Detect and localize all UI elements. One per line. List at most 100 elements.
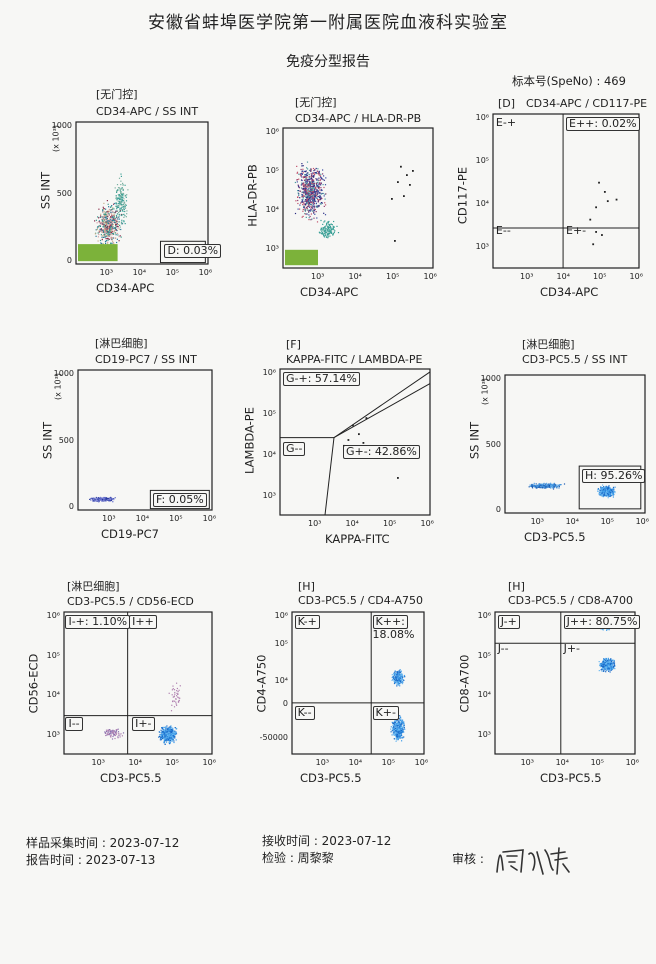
event-dot <box>106 227 108 229</box>
event-dot <box>306 167 308 169</box>
event-dot <box>122 189 124 191</box>
event-dot <box>117 226 119 228</box>
event-dot <box>607 668 609 670</box>
event-dot <box>327 233 330 235</box>
event-dot <box>409 184 411 186</box>
event-dot <box>111 218 113 220</box>
event-dot <box>100 223 102 225</box>
event-dot <box>115 224 117 226</box>
event-dot <box>110 234 112 236</box>
event-dot <box>102 223 104 225</box>
event-dot <box>107 225 109 227</box>
event-dot <box>531 485 533 487</box>
gate-label: K-- <box>294 705 315 720</box>
event-dot <box>400 727 402 730</box>
plot-3: E-+ E++: 0.02% E-- E+- <box>492 113 640 269</box>
event-dot <box>124 215 126 217</box>
event-dot <box>294 181 296 184</box>
event-dot <box>162 737 165 739</box>
event-dot <box>528 486 530 488</box>
event-dot <box>312 181 314 183</box>
event-dot <box>164 732 166 734</box>
event-dot <box>603 492 605 494</box>
event-dot <box>310 196 312 198</box>
event-dot <box>323 195 325 197</box>
event-dot <box>163 734 165 736</box>
event-dot <box>101 499 103 501</box>
event-dot <box>329 224 331 226</box>
event-dot <box>118 213 120 216</box>
event-dot <box>165 740 167 742</box>
event-dot <box>172 734 174 736</box>
event-dot <box>602 487 604 489</box>
event-dot <box>118 177 121 179</box>
event-dot <box>118 236 120 238</box>
event-dot <box>551 485 553 487</box>
x-tick-label: 10⁶ <box>423 272 437 281</box>
event-dot <box>108 500 110 502</box>
x-tick-label: 10³ <box>99 268 114 277</box>
event-dot <box>306 213 308 215</box>
event-dot <box>116 184 119 186</box>
event-dot <box>299 197 301 199</box>
event-dot <box>316 190 318 192</box>
event-dot <box>104 500 106 502</box>
event-dot <box>602 663 604 665</box>
event-dot <box>395 733 397 735</box>
event-dot <box>612 493 614 495</box>
event-dot <box>116 210 119 212</box>
event-dot <box>107 220 109 222</box>
x-tick-label: 10⁵ <box>386 272 400 281</box>
event-dot <box>164 735 166 737</box>
event-dot <box>176 682 178 684</box>
event-dot <box>108 500 111 502</box>
event-dot <box>101 231 103 234</box>
event-dot <box>604 494 606 496</box>
event-dot <box>304 213 306 215</box>
event-dot <box>173 732 175 734</box>
event-dot <box>108 213 110 215</box>
event-dot <box>303 185 305 187</box>
event-dot <box>95 498 97 500</box>
event-dot <box>310 200 312 202</box>
event-dot <box>397 674 399 676</box>
event-dot <box>323 232 326 234</box>
event-dot <box>400 735 402 737</box>
event-dot <box>323 221 325 223</box>
event-dot <box>401 722 403 724</box>
event-dot <box>98 497 100 499</box>
event-dot <box>394 729 396 731</box>
event-dot <box>103 208 105 210</box>
event-dot <box>609 490 611 492</box>
event-dot <box>162 737 164 740</box>
event-dot <box>116 732 118 734</box>
event-dot <box>121 206 123 208</box>
x-tick-label: 10⁴ <box>565 517 579 526</box>
event-dot <box>172 737 174 739</box>
event-dot <box>115 203 117 205</box>
event-dot <box>539 486 541 488</box>
event-dot <box>396 683 399 685</box>
event-dot <box>398 683 400 685</box>
event-dot <box>117 218 119 220</box>
event-dot <box>302 196 304 198</box>
plot-area <box>291 611 425 755</box>
y-tick-label: 10³ <box>262 490 276 500</box>
event-dot <box>307 172 309 174</box>
event-dot <box>97 232 99 234</box>
event-dot <box>391 676 393 679</box>
event-dot <box>307 205 309 208</box>
y-tick-label: 10⁵ <box>477 650 491 660</box>
event-dot <box>543 483 545 485</box>
event-dot <box>179 685 181 687</box>
event-dot <box>307 193 309 195</box>
event-dot <box>321 229 323 231</box>
event-dot <box>309 203 311 205</box>
event-dot <box>102 243 104 245</box>
event-dot <box>312 201 315 203</box>
event-dot <box>168 742 170 744</box>
event-dot <box>178 700 180 702</box>
event-dot <box>102 231 104 233</box>
event-dot <box>176 695 178 697</box>
event-dot <box>123 201 125 203</box>
